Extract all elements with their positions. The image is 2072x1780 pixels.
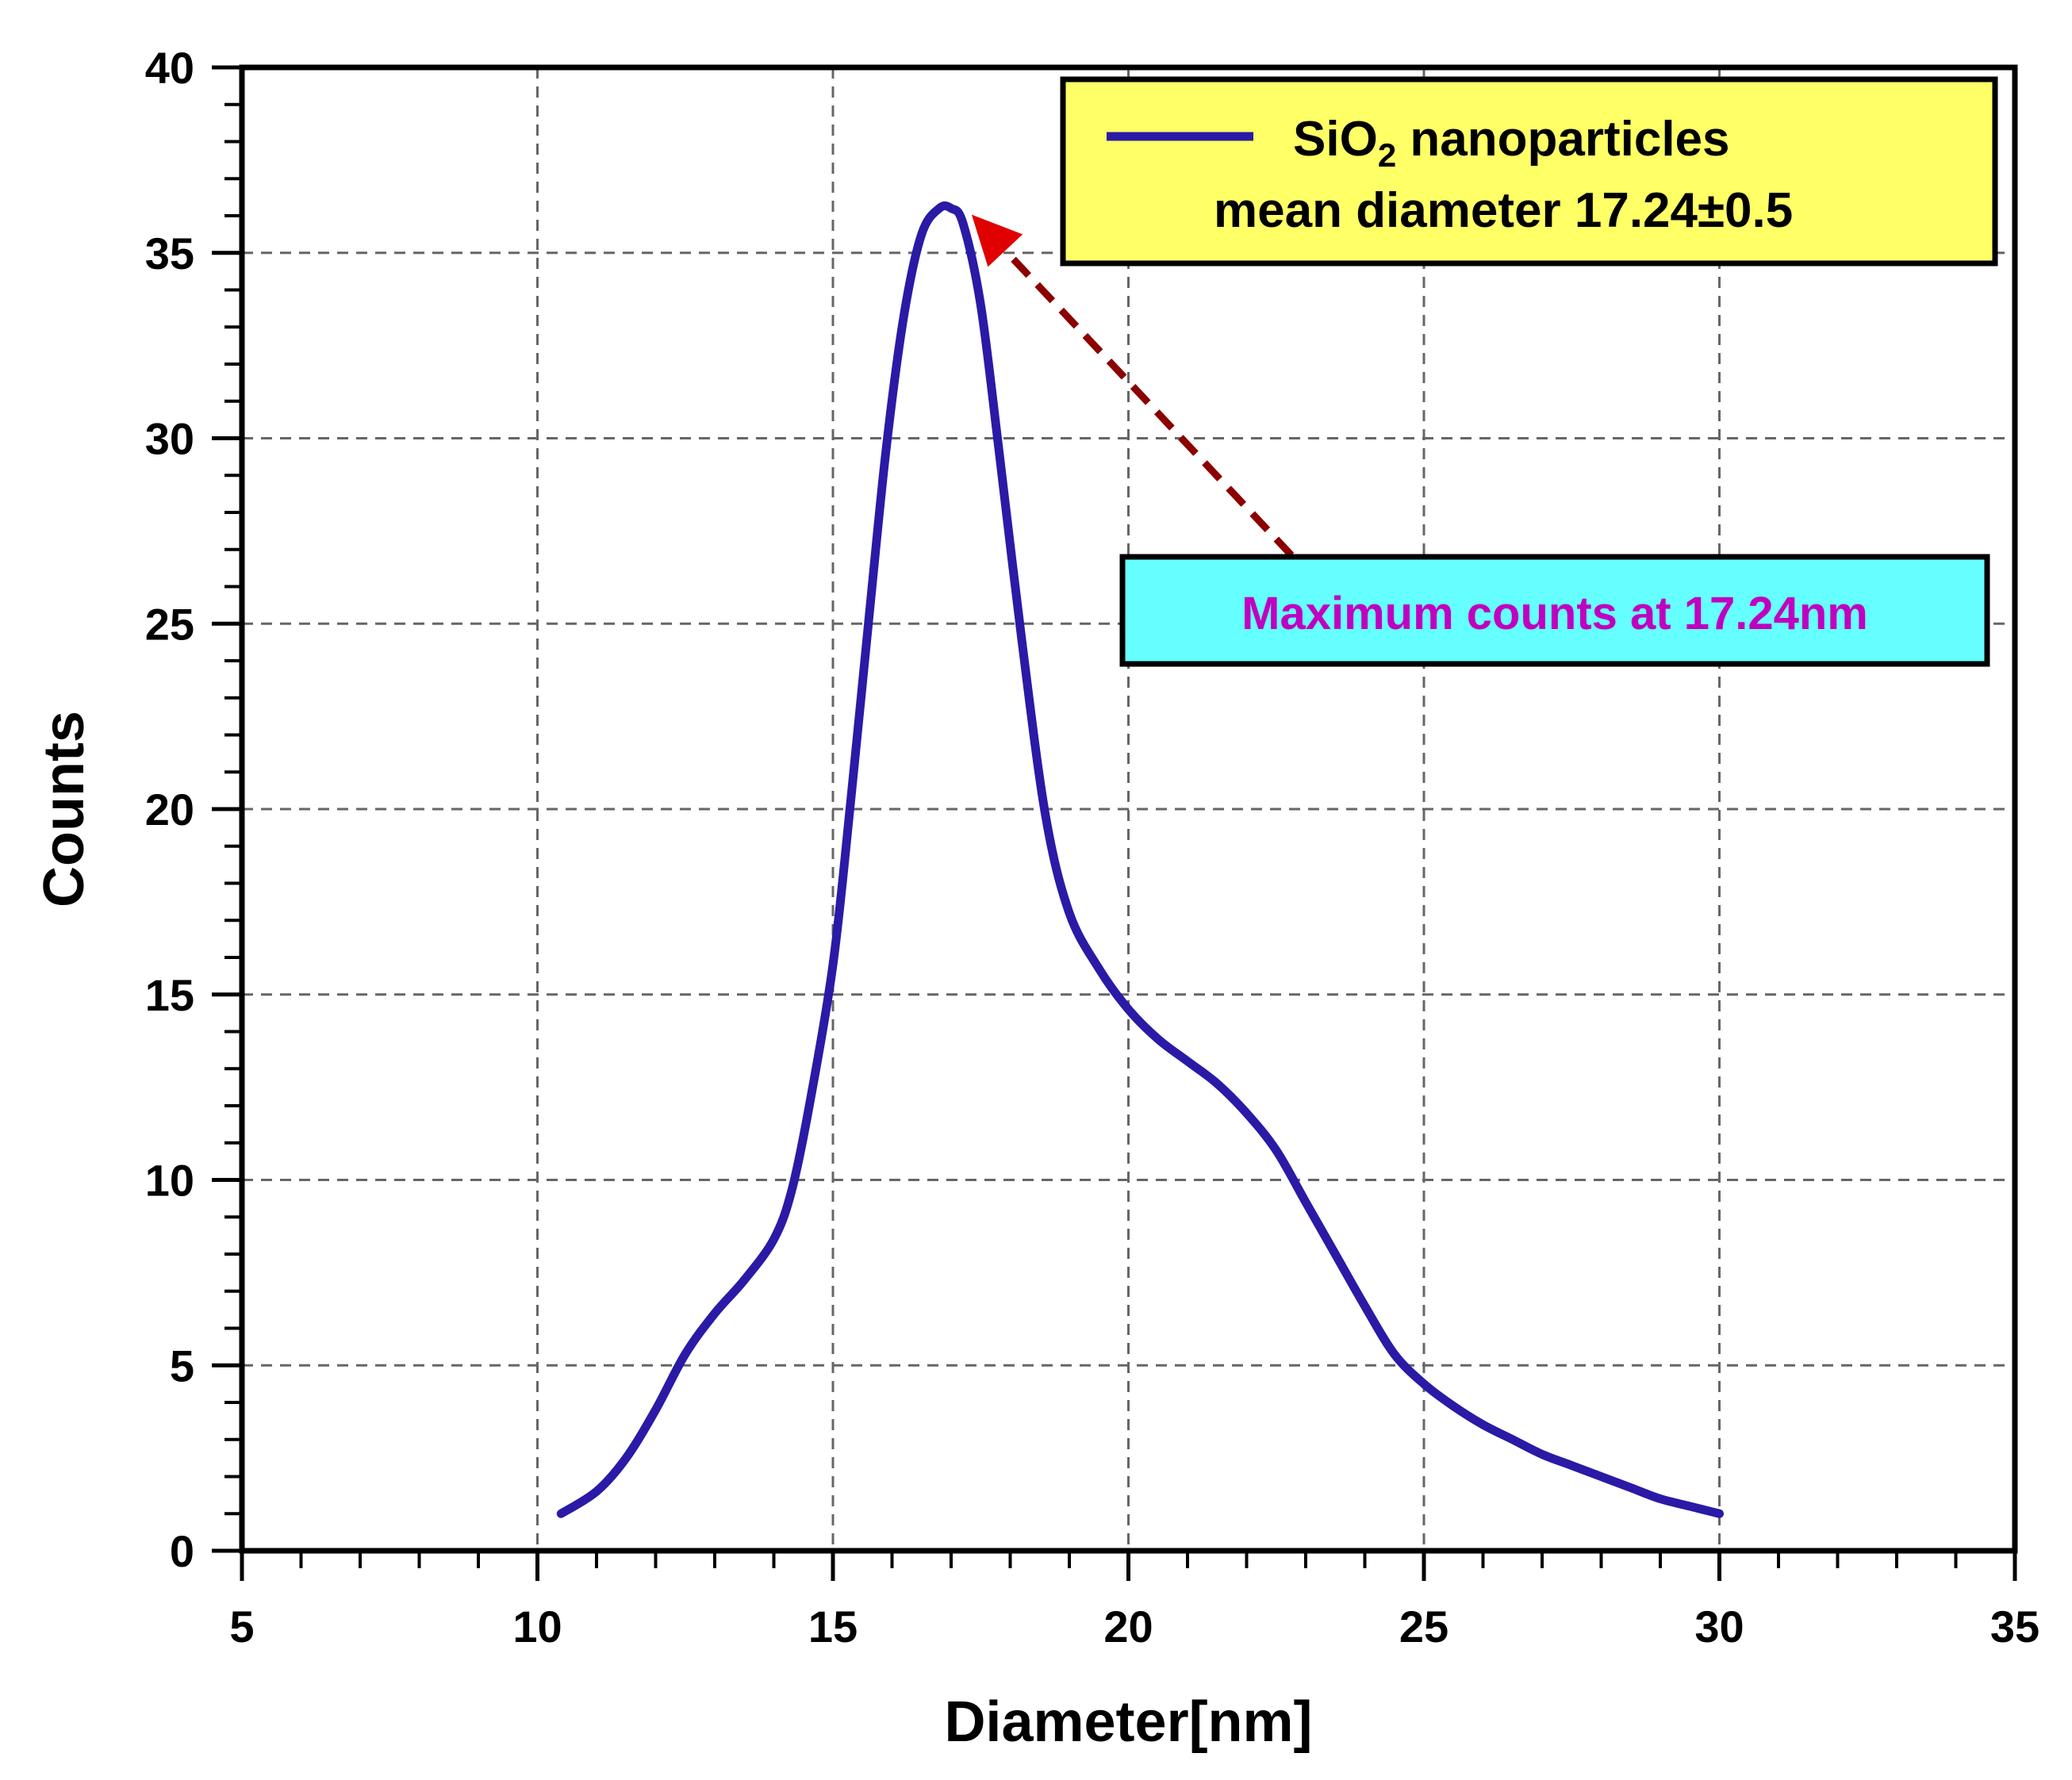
y-tick-label: 40 (145, 43, 194, 93)
y-tick-label: 35 (145, 228, 194, 278)
x-tick-label: 15 (808, 1602, 858, 1651)
y-tick-label: 25 (145, 599, 194, 649)
series-line (556, 201, 1724, 1518)
y-tick-label: 0 (170, 1526, 194, 1576)
x-tick-label: 30 (1694, 1602, 1744, 1651)
legend-mean-diameter: mean diameter 17.24±0.5 (1214, 183, 1793, 238)
legend-entry-label: SiO2 nanoparticles (1293, 112, 1730, 174)
legend-label-subscript: 2 (1378, 136, 1396, 174)
legend-box (1060, 76, 1998, 267)
annotation-text: Maximum counts at 17.24nm (1241, 588, 1868, 639)
x-tick-label: 25 (1399, 1602, 1448, 1651)
y-axis-title: Counts (33, 711, 96, 907)
annotation-box (1119, 554, 1990, 667)
series-layer (556, 201, 1724, 1518)
y-tick-label: 10 (145, 1156, 194, 1206)
x-tick-label: 5 (229, 1602, 254, 1651)
x-tick-label: 20 (1103, 1602, 1153, 1651)
y-tick-label: 30 (145, 414, 194, 464)
annotation-arrow-head (971, 214, 1023, 267)
legend: SiO2 nanoparticles mean diameter 17.24±0… (1060, 76, 1998, 267)
annotation: Maximum counts at 17.24nm (971, 214, 1990, 667)
y-tick-label: 15 (145, 970, 194, 1020)
legend-label-main: SiO (1293, 112, 1378, 167)
x-axis-title: Diameter[nm] (944, 1690, 1312, 1754)
x-tick-label: 10 (512, 1602, 562, 1651)
x-tick-label: 35 (1990, 1602, 2039, 1651)
legend-label-rest: nanoparticles (1396, 112, 1729, 167)
y-tick-label: 5 (170, 1341, 194, 1391)
y-tick-label: 20 (145, 785, 194, 834)
